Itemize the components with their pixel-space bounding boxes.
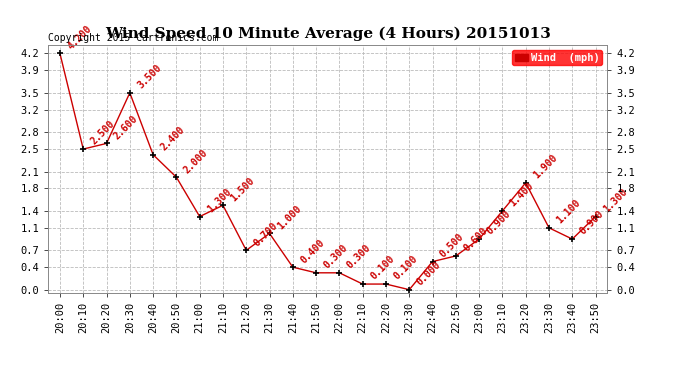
Text: 3.500: 3.500 bbox=[135, 63, 164, 91]
Text: 1.000: 1.000 bbox=[275, 203, 303, 231]
Text: Copyright 2015 Cartronics.com: Copyright 2015 Cartronics.com bbox=[48, 33, 219, 42]
Text: 0.900: 0.900 bbox=[484, 209, 513, 237]
Legend: Wind  (mph): Wind (mph) bbox=[513, 50, 602, 66]
Text: 2.600: 2.600 bbox=[112, 113, 140, 141]
Text: 4.200: 4.200 bbox=[66, 23, 93, 51]
Text: 0.600: 0.600 bbox=[462, 226, 489, 254]
Text: 0.300: 0.300 bbox=[345, 243, 373, 271]
Text: 0.900: 0.900 bbox=[578, 209, 606, 237]
Text: 1.500: 1.500 bbox=[228, 175, 257, 203]
Text: 0.300: 0.300 bbox=[322, 243, 350, 271]
Text: 0.000: 0.000 bbox=[415, 260, 443, 288]
Text: 0.100: 0.100 bbox=[391, 254, 420, 282]
Text: 1.300: 1.300 bbox=[601, 186, 629, 214]
Text: 0.500: 0.500 bbox=[438, 231, 466, 260]
Text: 0.700: 0.700 bbox=[252, 220, 279, 248]
Text: 2.500: 2.500 bbox=[89, 119, 117, 147]
Text: 0.400: 0.400 bbox=[298, 237, 326, 265]
Text: 0.100: 0.100 bbox=[368, 254, 396, 282]
Text: 1.100: 1.100 bbox=[555, 198, 582, 226]
Text: 1.400: 1.400 bbox=[508, 181, 536, 209]
Text: 1.900: 1.900 bbox=[531, 153, 559, 181]
Title: Wind Speed 10 Minute Average (4 Hours) 20151013: Wind Speed 10 Minute Average (4 Hours) 2… bbox=[105, 27, 551, 41]
Text: 1.300: 1.300 bbox=[205, 186, 233, 214]
Text: 2.400: 2.400 bbox=[159, 124, 186, 153]
Text: 2.000: 2.000 bbox=[182, 147, 210, 175]
